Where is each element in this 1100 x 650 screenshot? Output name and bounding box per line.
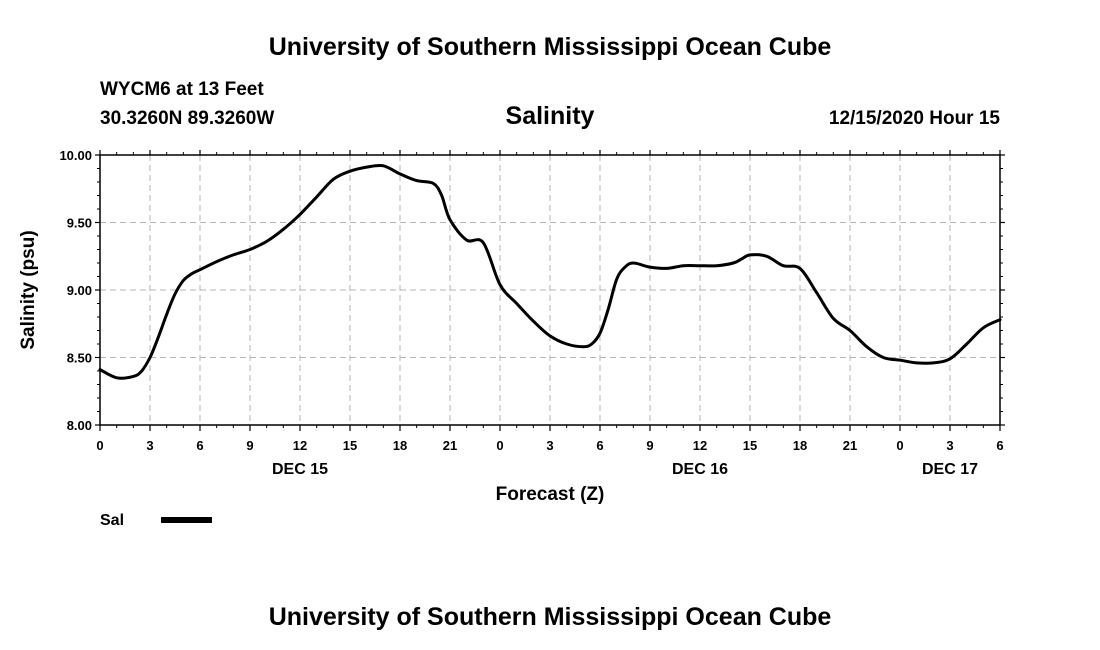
x-axis-title: Forecast (Z)	[496, 484, 605, 505]
day-label: DEC 17	[922, 461, 978, 478]
day-label: DEC 15	[272, 461, 328, 478]
x-tick-label: 6	[996, 438, 1003, 453]
day-label: DEC 16	[672, 461, 728, 478]
x-tick-label: 9	[646, 438, 653, 453]
y-tick-label: 8.50	[67, 351, 92, 366]
x-tick-label: 18	[793, 438, 807, 453]
x-tick-label: 3	[946, 438, 953, 453]
chart-title: Salinity	[506, 102, 595, 130]
x-tick-label: 12	[293, 438, 307, 453]
x-tick-label: 3	[546, 438, 553, 453]
y-tick-label: 8.00	[67, 418, 92, 433]
plot-frame	[99, 154, 1001, 426]
grid-lines	[100, 155, 1000, 425]
station-name: WYCM6 at 13 Feet	[100, 79, 264, 100]
x-tick-label: 15	[743, 438, 757, 453]
x-tick-label: 0	[496, 438, 503, 453]
legend-label: Sal	[100, 512, 124, 529]
x-tick-label: 15	[343, 438, 357, 453]
org-title: University of Southern Mississippi Ocean…	[269, 33, 832, 61]
x-tick-label: 0	[96, 438, 103, 453]
x-tick-label: 18	[393, 438, 407, 453]
x-tick-label: 6	[596, 438, 603, 453]
y-tick-label: 9.50	[67, 216, 92, 231]
y-axis-title: Salinity (psu)	[18, 230, 39, 349]
x-tick-label: 0	[896, 438, 903, 453]
x-tick-label: 21	[443, 438, 457, 453]
footer-org-title: University of Southern Mississippi Ocean…	[269, 603, 832, 631]
issued-timestamp: 12/15/2020 Hour 15	[829, 108, 1001, 129]
y-axis-tick-labels: 8.00 8.50 9.00 9.50 10.00	[59, 148, 92, 433]
x-tick-label: 12	[693, 438, 707, 453]
station-coordinates: 30.3260N 89.3260W	[100, 108, 274, 129]
series-line-sal	[98, 163, 1002, 380]
x-axis-day-labels: DEC 15 DEC 16 DEC 17	[272, 461, 978, 478]
y-tick-label: 9.00	[67, 283, 92, 298]
x-tick-label: 9	[246, 438, 253, 453]
y-tick-label: 10.00	[59, 148, 92, 163]
x-tick-label: 6	[196, 438, 203, 453]
series-group	[98, 163, 1002, 380]
x-tick-label: 21	[843, 438, 857, 453]
x-tick-label: 3	[146, 438, 153, 453]
x-axis-tick-labels: 0 3 6 9 12 15 18 21 0 3 6 9 12 15 18 21 0 3 6	[96, 438, 1003, 453]
